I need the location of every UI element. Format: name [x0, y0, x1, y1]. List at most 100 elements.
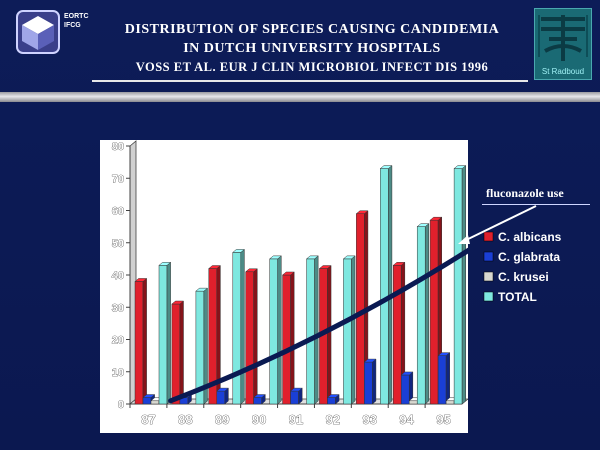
title-line-1: DISTRIBUTION OF SPECIES CAUSING CANDIDEM…: [124, 22, 500, 37]
y-tick-label: 40: [112, 270, 124, 282]
bar-calbicans: [134, 281, 144, 405]
bar-ckrusei: [445, 400, 455, 405]
legend-swatch: [483, 271, 494, 282]
y-tick-label: 50: [112, 238, 124, 250]
y-tick-label: 70: [112, 173, 124, 185]
divider-band: [0, 92, 600, 102]
bar-cglabrata: [437, 355, 447, 405]
bar-side: [388, 165, 393, 405]
x-tick-label: 93: [363, 412, 377, 427]
bar-side: [445, 352, 450, 405]
bar-top: [437, 352, 451, 356]
bar-top: [318, 265, 332, 269]
bar-side: [290, 271, 295, 405]
chart-panel: 0 10 20 30 40 50 60 70 80 87 88 89 90 91 92 93 94 95: [100, 140, 468, 433]
bar-total: [380, 168, 389, 405]
bar-top: [216, 387, 230, 392]
bar-calbicans: [429, 219, 439, 405]
bar-top: [289, 387, 303, 392]
bar-calbicans: [171, 303, 181, 405]
st-radboud-label: St Radboud: [541, 67, 585, 76]
bar-side: [240, 248, 245, 405]
bar-total: [453, 168, 463, 405]
bar-top: [429, 216, 443, 221]
annotation-arrow: [461, 205, 537, 243]
bar-side: [372, 358, 377, 405]
header-underline: [92, 80, 528, 82]
bar-cglabrata: [400, 374, 410, 405]
bar-top: [392, 262, 406, 266]
bar-top: [305, 255, 319, 260]
x-tick-label: 92: [326, 412, 340, 427]
bar-side: [461, 165, 466, 405]
y-tick-label: 20: [112, 335, 124, 347]
bar-calbicans: [392, 265, 402, 405]
bar-cglabrata: [142, 397, 152, 405]
bar-cglabrata: [290, 390, 299, 405]
eortc-cube-logo: [16, 10, 60, 54]
x-tick-label: 89: [215, 412, 229, 427]
bar-side: [166, 261, 171, 405]
bar-top: [400, 371, 414, 376]
x-tick-label: 94: [399, 412, 414, 427]
bar-side: [179, 300, 184, 405]
ifcg-label: IFCG: [64, 22, 81, 29]
eortc-logo-text: EORTC IFCG: [64, 12, 89, 30]
bar-top: [232, 249, 246, 253]
bar-ckrusei: [150, 400, 160, 405]
bar-top: [453, 165, 467, 169]
bar-calbicans: [356, 213, 365, 405]
bar-top: [379, 165, 393, 169]
bar-side: [314, 255, 319, 405]
legend-label: C. krusei: [498, 270, 549, 284]
bar-top: [134, 278, 148, 282]
y-tick-label: 10: [112, 367, 124, 379]
y-tick-label: 0: [118, 399, 124, 411]
bar-side: [351, 255, 356, 405]
legend-swatch: [483, 251, 494, 262]
bar-top: [416, 223, 430, 227]
y-tick-label: 60: [112, 206, 124, 218]
bar-top: [142, 394, 156, 398]
bar-top: [252, 394, 266, 398]
bar-top: [268, 255, 282, 260]
x-tick-label: 95: [436, 412, 450, 427]
bar-side: [277, 255, 282, 405]
legend-label: TOTAL: [498, 290, 537, 304]
title-line-3: VOSS ET AL. EUR J CLIN MICROBIOL INFECT …: [135, 60, 489, 74]
annotation-frame: [482, 182, 590, 205]
bar-total: [158, 265, 168, 405]
bar-calbicans: [245, 271, 254, 405]
bar-top: [326, 394, 340, 398]
st-radboud-logo: St Radboud: [534, 8, 592, 80]
legend-label: C. glabrata: [498, 250, 560, 264]
bar-total: [416, 226, 426, 405]
bar-top: [342, 255, 356, 260]
bar-chart: 0 10 20 30 40 50 60 70 80 87 88 89 90 91 92 93 94 95: [111, 140, 468, 427]
bar-calbicans: [282, 274, 291, 405]
bar-cglabrata: [327, 397, 336, 405]
fluconazole-annotation: fluconazole use: [486, 186, 564, 200]
y-tick-label: 30: [112, 302, 124, 314]
bar-top: [281, 271, 295, 276]
title-line-2: IN DUTCH UNIVERSITY HOSPITALS: [183, 41, 441, 56]
bar-top: [195, 287, 209, 292]
bar-side: [327, 265, 332, 405]
bar-total: [269, 258, 278, 405]
x-tick-label: 91: [289, 412, 303, 427]
bar-cglabrata: [364, 361, 373, 405]
bar-top: [158, 262, 172, 266]
bar-top: [363, 358, 377, 363]
x-tick-label: 88: [178, 412, 192, 427]
bar-top: [171, 300, 185, 305]
bar-total: [343, 258, 352, 405]
bar-cglabrata: [253, 397, 262, 405]
bar-cglabrata: [216, 390, 226, 405]
fluconazole-trend-line: [168, 247, 468, 404]
eortc-label: EORTC: [64, 13, 89, 20]
bar-top: [208, 265, 222, 269]
legend-swatch: [483, 291, 494, 302]
y-tick-label: 80: [112, 141, 124, 153]
legend-label: C. albicans: [498, 230, 562, 244]
